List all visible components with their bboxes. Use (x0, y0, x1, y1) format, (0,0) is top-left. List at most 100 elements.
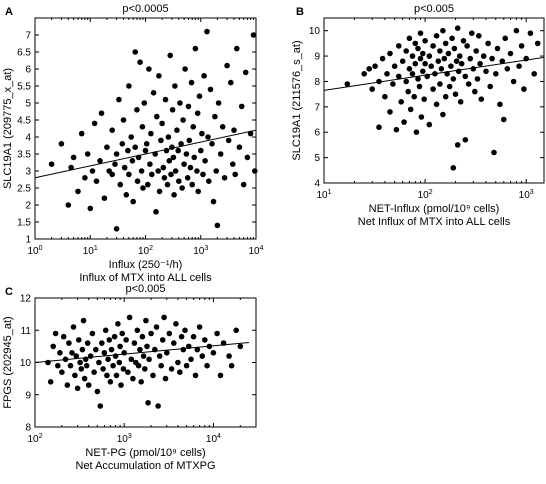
data-point (126, 314, 133, 321)
data-point (45, 359, 51, 366)
data-point (474, 76, 481, 82)
data-point (138, 168, 145, 174)
data-point (372, 63, 378, 69)
y-tick-label: 2.5 (17, 184, 31, 195)
data-point (104, 144, 110, 150)
data-point (376, 124, 382, 130)
data-point (158, 137, 164, 144)
data-point (413, 129, 420, 135)
x-tick-base: 10 (83, 246, 95, 257)
x-tick-label: 101 (83, 245, 98, 257)
data-point (510, 78, 517, 85)
data-point (146, 66, 152, 72)
data-point (70, 154, 77, 161)
data-point (460, 38, 467, 44)
plot-frame-b (323, 17, 545, 184)
data-point (134, 107, 140, 113)
data-point (213, 168, 219, 174)
data-point (199, 353, 206, 359)
data-point (115, 321, 121, 327)
data-point (396, 43, 402, 49)
data-point (418, 114, 425, 120)
data-point (120, 117, 127, 123)
data-point (145, 181, 151, 188)
data-point (187, 164, 194, 171)
data-point (175, 359, 181, 366)
data-point (155, 403, 161, 409)
data-point (415, 76, 421, 82)
data-point (442, 40, 449, 47)
data-point (412, 60, 419, 67)
data-point (188, 79, 195, 86)
data-point (74, 385, 81, 392)
data-point (68, 164, 74, 171)
data-point (89, 168, 96, 174)
data-point (194, 346, 201, 353)
data-point (116, 359, 123, 366)
data-point (221, 175, 228, 181)
data-point (527, 30, 534, 36)
data-point (111, 333, 118, 340)
data-point (412, 40, 419, 47)
data-point (499, 58, 506, 64)
data-point (483, 68, 489, 75)
data-point (409, 53, 416, 59)
data-point (192, 372, 199, 379)
data-point (190, 124, 196, 130)
data-point (467, 55, 474, 62)
data-point (142, 366, 148, 372)
data-point (78, 130, 85, 137)
data-point (77, 359, 83, 366)
x-tick-base: 10 (418, 190, 430, 201)
data-point (110, 362, 116, 369)
y-tick-label: 5 (25, 99, 31, 110)
data-point (387, 109, 393, 115)
data-point (217, 372, 224, 379)
data-point (104, 372, 110, 379)
x-tick-exponent: 3 (204, 245, 208, 252)
data-point (156, 353, 163, 359)
data-point (139, 124, 146, 130)
x-tick-label: 104 (206, 433, 221, 445)
data-point (247, 130, 254, 137)
x-axis-subtitle-a: Influx of MTX into ALL cells (79, 272, 212, 284)
data-point (175, 147, 181, 154)
x-axis-subtitle-c: Net Accumulation of MTXPG (76, 460, 216, 472)
data-point (454, 25, 461, 32)
data-point (57, 350, 63, 356)
data-point (50, 343, 56, 350)
y-tick-label: 1 (25, 235, 31, 246)
data-point (168, 366, 175, 372)
data-point (428, 63, 435, 69)
y-tick-label: 7 (314, 102, 320, 113)
data-point (228, 362, 235, 369)
data-point (97, 403, 104, 409)
data-point (202, 337, 208, 343)
data-point (107, 379, 114, 385)
x-tick-label: 103 (193, 245, 208, 257)
data-point (73, 353, 80, 359)
data-point (516, 63, 522, 69)
data-point (87, 353, 94, 359)
data-point (80, 317, 87, 324)
data-point (521, 86, 527, 92)
data-point (403, 48, 410, 54)
data-point (493, 71, 499, 77)
x-tick-label: 102 (27, 433, 42, 445)
data-point (456, 53, 463, 59)
x-tick-exponent: 3 (530, 189, 534, 196)
regression-line (34, 342, 249, 363)
data-point (137, 59, 143, 65)
data-point (181, 161, 187, 167)
data-point (101, 350, 108, 356)
data-point (507, 50, 514, 57)
data-point (177, 369, 183, 376)
data-point (146, 356, 152, 363)
data-point (206, 178, 212, 184)
data-point (132, 144, 138, 150)
data-point (69, 350, 75, 356)
data-point (164, 350, 170, 356)
data-point (430, 86, 436, 92)
